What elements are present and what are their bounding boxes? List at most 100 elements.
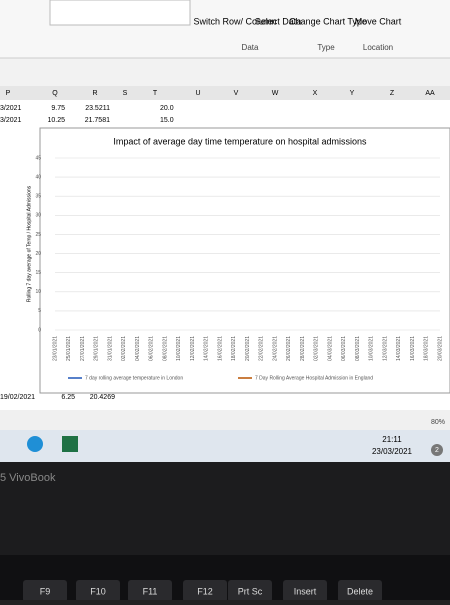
x-tick-label: 12/03/2021 xyxy=(382,336,388,361)
x-tick-label: 25/01/2021 xyxy=(66,336,72,361)
key[interactable] xyxy=(23,580,67,602)
column-label: Q xyxy=(52,90,58,97)
cell: 23.5211 xyxy=(85,105,110,112)
excel-icon[interactable] xyxy=(62,436,78,452)
y-tick-label: 5 xyxy=(38,308,41,314)
x-tick-label: 06/02/2021 xyxy=(149,336,155,361)
cell: 3/2021 xyxy=(0,105,22,112)
y-tick-label: 35 xyxy=(35,194,41,200)
x-tick-label: 14/02/2021 xyxy=(204,336,210,361)
y-tick-label: 25 xyxy=(35,232,41,238)
key[interactable] xyxy=(338,580,382,602)
clock-date: 23/03/2021 xyxy=(372,447,413,456)
x-tick-label: 18/02/2021 xyxy=(231,336,237,361)
x-tick-label: 08/02/2021 xyxy=(162,336,168,361)
x-tick-label: 04/02/2021 xyxy=(135,336,141,361)
chart-area xyxy=(39,127,450,394)
ribbon-button[interactable]: Select Data xyxy=(255,16,302,26)
key-label: F12 xyxy=(197,586,213,596)
cell: 20.4269 xyxy=(90,394,115,401)
x-tick-label: 08/03/2021 xyxy=(355,336,361,361)
y-tick-label: 10 xyxy=(35,289,41,295)
notification-count: 2 xyxy=(435,447,439,454)
y-tick-label: 45 xyxy=(35,155,41,161)
key-label: F10 xyxy=(90,586,106,596)
column-label: U xyxy=(195,90,200,97)
column-label: S xyxy=(123,90,128,97)
cell: 9.75 xyxy=(51,105,65,112)
cell: 10.25 xyxy=(47,117,65,124)
x-tick-label: 28/02/2021 xyxy=(300,336,306,361)
key[interactable] xyxy=(128,580,172,602)
y-tick-label: 0 xyxy=(38,327,41,333)
x-tick-label: 02/02/2021 xyxy=(121,336,127,361)
x-tick-label: 27/01/2021 xyxy=(80,336,86,361)
x-tick-label: 16/02/2021 xyxy=(217,336,223,361)
cell: 15.0 xyxy=(160,117,174,124)
ribbon-button[interactable]: Change Chart Type xyxy=(289,16,367,26)
column-label: AA xyxy=(425,90,435,97)
column-label: P xyxy=(6,90,11,97)
cell: 19/02/2021 xyxy=(0,394,35,401)
x-tick-label: 10/02/2021 xyxy=(176,336,182,361)
x-tick-label: 20/02/2021 xyxy=(245,336,251,361)
y-tick-label: 30 xyxy=(35,213,41,219)
key[interactable] xyxy=(76,580,120,602)
x-tick-label: 31/01/2021 xyxy=(107,336,113,361)
chart-title: Impact of average day time temperature o… xyxy=(113,136,367,146)
ribbon-group: Data xyxy=(242,43,259,52)
ribbon-button[interactable]: Switch Row/ Column xyxy=(193,16,276,26)
x-tick-label: 02/03/2021 xyxy=(314,336,320,361)
column-label: W xyxy=(272,90,279,97)
x-tick-label: 22/02/2021 xyxy=(259,336,265,361)
edge-icon[interactable] xyxy=(27,436,43,452)
column-label: R xyxy=(92,90,97,97)
x-tick-label: 24/02/2021 xyxy=(272,336,278,361)
key-label: F9 xyxy=(40,586,51,596)
y-axis-label: Rolling 7 day average of Temp / Hospital… xyxy=(26,185,32,302)
x-tick-label: 23/01/2021 xyxy=(52,336,58,361)
column-label: X xyxy=(313,90,318,97)
x-tick-label: 14/03/2021 xyxy=(396,336,402,361)
zoom-level: 80% xyxy=(431,419,445,426)
ribbon-group: Location xyxy=(363,43,393,52)
key-label: Insert xyxy=(294,586,317,596)
x-tick-label: 06/03/2021 xyxy=(341,336,347,361)
status-bar xyxy=(0,410,450,430)
legend-label: 7 Day Rolling Average Hospital Admission… xyxy=(255,375,373,381)
cell: 3/2021 xyxy=(0,117,22,124)
column-header xyxy=(0,86,450,100)
cell: 6.25 xyxy=(61,394,75,401)
x-tick-label: 04/03/2021 xyxy=(327,336,333,361)
x-tick-label: 26/02/2021 xyxy=(286,336,292,361)
legend-label: 7 day rolling average temperature in Lon… xyxy=(85,375,183,381)
key[interactable] xyxy=(228,580,272,602)
x-tick-label: 20/03/2021 xyxy=(437,336,443,361)
brand: 5 VivoBook xyxy=(0,472,56,484)
column-label: T xyxy=(153,90,158,97)
chart-styles xyxy=(49,0,191,26)
y-tick-label: 15 xyxy=(35,270,41,276)
cell: 21.7581 xyxy=(85,117,110,124)
notification-badge[interactable] xyxy=(431,444,443,456)
x-tick-label: 10/03/2021 xyxy=(369,336,375,361)
x-tick-label: 16/03/2021 xyxy=(410,336,416,361)
key[interactable] xyxy=(283,580,327,602)
clock-time: 21:11 xyxy=(382,435,402,444)
y-tick-label: 40 xyxy=(35,174,41,180)
column-label: Z xyxy=(390,90,395,97)
x-tick-label: 18/03/2021 xyxy=(424,336,430,361)
ribbon-button[interactable]: Move Chart xyxy=(355,16,402,26)
y-tick-label: 20 xyxy=(35,251,41,257)
key[interactable] xyxy=(183,580,227,602)
key-label: Prt Sc xyxy=(238,586,263,596)
column-label: Y xyxy=(350,90,355,97)
key-label: Delete xyxy=(347,586,373,596)
ribbon-group: Type xyxy=(317,43,335,52)
x-tick-label: 12/02/2021 xyxy=(190,336,196,361)
key-label: F11 xyxy=(143,586,158,596)
column-label: V xyxy=(234,90,239,97)
cell: 20.0 xyxy=(160,105,174,112)
